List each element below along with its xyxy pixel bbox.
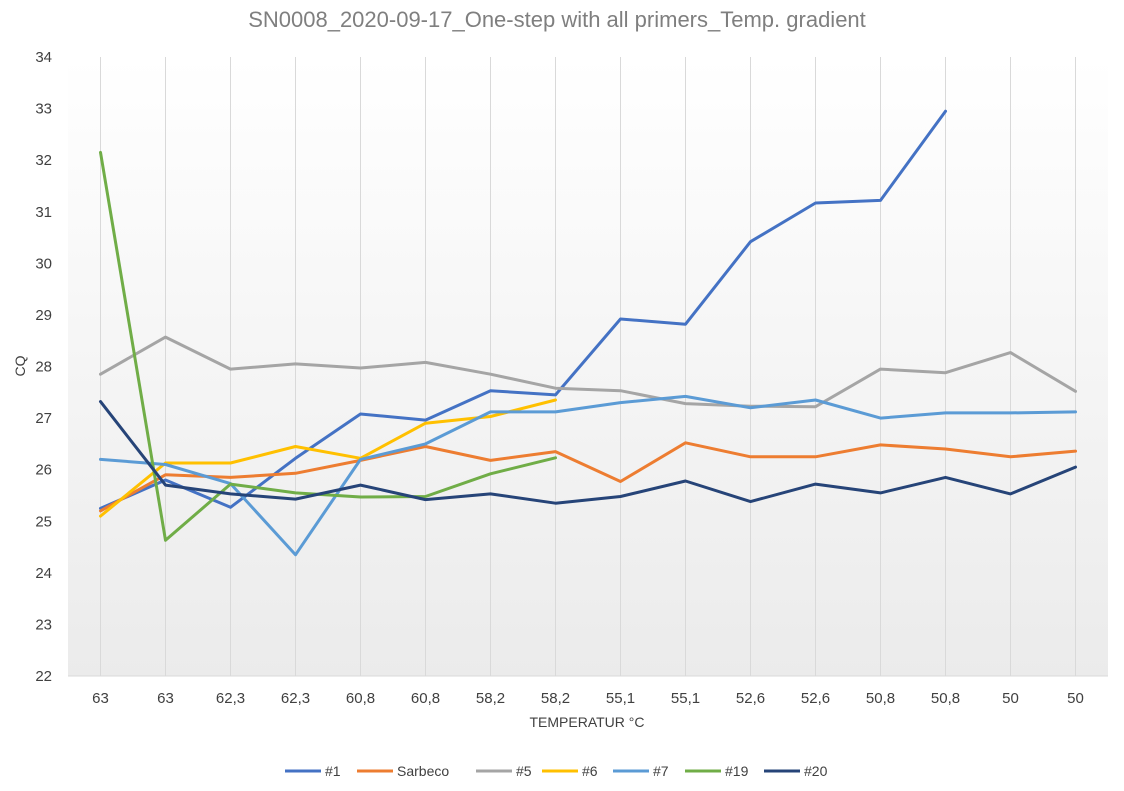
- series-line-sarbeco: [99, 441, 1077, 513]
- x-tick-label: 63: [157, 690, 174, 707]
- y-tick-label: 29: [35, 307, 52, 324]
- y-tick-label: 25: [35, 513, 52, 530]
- y-tick-label: 27: [35, 410, 52, 427]
- x-tick-label: 58,2: [541, 690, 570, 707]
- y-tick-label: 34: [35, 49, 52, 66]
- x-tick-label: 63: [92, 690, 109, 707]
- legend-label-5: #5: [516, 763, 532, 779]
- x-tick-label: 55,1: [671, 690, 700, 707]
- plot-area: [68, 57, 1108, 676]
- y-axis-ticks: 22 23 24 25 26 27 28 29 30 31 32 33 34: [35, 49, 52, 685]
- series-line-5: [99, 335, 1077, 409]
- x-tick-label: 50,8: [866, 690, 895, 707]
- y-tick-label: 31: [35, 204, 52, 221]
- y-axis-label: CQ: [12, 355, 28, 376]
- y-tick-label: 28: [35, 359, 52, 376]
- series-line-1: [99, 109, 947, 510]
- series-line-19: [99, 150, 557, 542]
- legend-label-19: #19: [725, 763, 749, 779]
- x-tick-label: 62,3: [281, 690, 310, 707]
- x-tick-label: 58,2: [476, 690, 505, 707]
- legend: #1 Sarbeco #5 #6 #7 #19 #20: [285, 763, 828, 779]
- y-tick-label: 32: [35, 152, 52, 169]
- x-tick-label: 55,1: [606, 690, 635, 707]
- x-tick-label: 50: [1002, 690, 1019, 707]
- legend-label-sarbeco: Sarbeco: [397, 763, 449, 779]
- x-axis-label: TEMPERATUR °C: [529, 714, 644, 730]
- x-tick-label: 60,8: [411, 690, 440, 707]
- y-tick-label: 23: [35, 616, 52, 633]
- x-tick-label: 62,3: [216, 690, 245, 707]
- y-tick-label: 24: [35, 565, 52, 582]
- y-tick-label: 22: [35, 668, 52, 685]
- x-tick-label: 50,8: [931, 690, 960, 707]
- series-line-7: [99, 394, 1077, 557]
- x-tick-label: 50: [1067, 690, 1084, 707]
- x-tick-label: 52,6: [801, 690, 830, 707]
- legend-label-20: #20: [804, 763, 828, 779]
- legend-label-6: #6: [582, 763, 598, 779]
- chart-title: SN0008_2020-09-17_One-step with all prim…: [248, 7, 866, 32]
- y-tick-label: 26: [35, 462, 52, 479]
- x-tick-label: 60,8: [346, 690, 375, 707]
- series-lines: [99, 109, 1077, 557]
- legend-label-7: #7: [653, 763, 669, 779]
- x-tick-label: 52,6: [736, 690, 765, 707]
- y-tick-label: 33: [35, 101, 52, 118]
- series-line-20: [99, 400, 1077, 505]
- legend-label-1: #1: [325, 763, 341, 779]
- y-tick-label: 30: [35, 255, 52, 272]
- gridlines: [68, 57, 1108, 677]
- x-axis-ticks: 63 63 62,3 62,3 60,8 60,8 58,2 58,2 55,1 55,1 52,6…: [92, 690, 1084, 707]
